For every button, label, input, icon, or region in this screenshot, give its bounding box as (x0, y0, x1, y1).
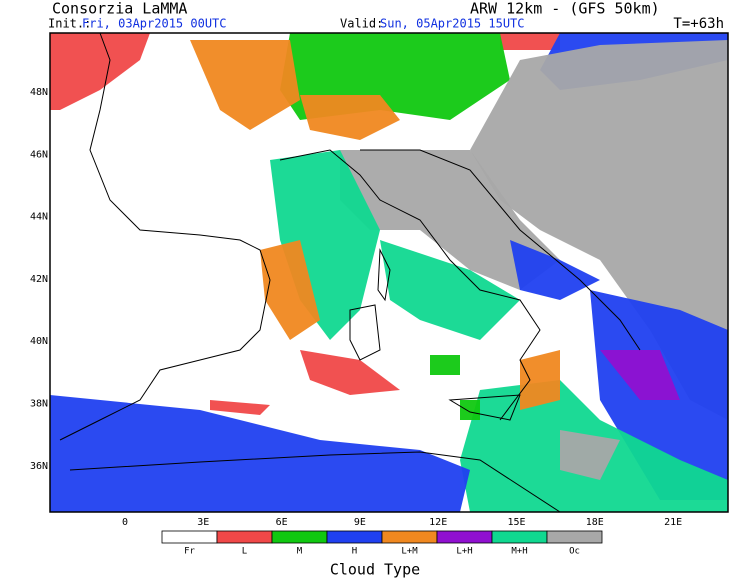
lat-label: 46N (30, 149, 48, 160)
legend-label: L (242, 547, 247, 557)
lat-label: 42N (30, 274, 48, 285)
lon-label: 18E (586, 517, 604, 528)
valid-time: Sun, 05Apr2015 15UTC (380, 17, 525, 31)
cloud-area (300, 95, 400, 140)
coastline (360, 149, 641, 351)
legend-label: M (297, 547, 303, 557)
cloud-area (430, 355, 460, 375)
model: ARW 12km - (GFS 50km) (470, 0, 660, 18)
cloud-area (210, 400, 270, 415)
cloud-area (560, 430, 620, 480)
cloud-area (600, 350, 680, 400)
cloud-area (260, 240, 320, 340)
title: Consorzia LaMMA (52, 0, 187, 18)
legend-swatch (271, 530, 328, 544)
coastline (349, 304, 381, 361)
legend-swatch (381, 530, 438, 544)
legend-label: M+H (511, 547, 527, 557)
cloud-area (190, 40, 300, 130)
cloud-area (500, 33, 560, 50)
coastline (448, 394, 521, 421)
legend-swatch (491, 530, 548, 544)
map-frame (49, 32, 729, 513)
lat-label: 44N (30, 212, 48, 223)
cloud-area (520, 350, 560, 410)
cloud-area (50, 33, 150, 110)
valid-label: Valid: (340, 17, 383, 31)
legend-swatch (216, 530, 273, 544)
legend-title: Cloud Type (330, 561, 420, 579)
legend-label: Oc (569, 547, 580, 557)
lon-label: 15E (507, 517, 525, 528)
legend-label: Fr (184, 547, 195, 557)
lat-label: 36N (30, 461, 48, 472)
lat-label: 40N (30, 336, 48, 347)
map (50, 32, 728, 513)
init-time: Fri, 03Apr2015 00UTC (82, 17, 227, 31)
legend-label: L+H (456, 547, 472, 557)
lon-label: 0 (122, 517, 128, 528)
lead-time: T=+63h (673, 16, 724, 32)
cloud-area (510, 240, 600, 300)
lon-label: 21E (664, 517, 682, 528)
cloud-area (380, 240, 520, 340)
coastline (59, 32, 271, 441)
init-label: Init.: (48, 17, 91, 31)
legend: Fr L M H L+M L+H M+H Oc (161, 530, 603, 557)
coastline (279, 149, 541, 421)
cloud-area (300, 350, 400, 395)
cloud-area (340, 150, 560, 290)
lat-label: 38N (30, 399, 48, 410)
lat-label: 48N (30, 87, 48, 98)
lon-label: 6E (276, 517, 288, 528)
legend-swatch (326, 530, 383, 544)
lon-label: 12E (429, 517, 447, 528)
lon-label: 3E (197, 517, 209, 528)
legend-swatch (161, 530, 218, 544)
cloud-area (50, 395, 470, 512)
cloud-area (460, 400, 480, 420)
legend-swatch (546, 530, 603, 544)
lon-label: 9E (354, 517, 366, 528)
legend-swatch (436, 530, 493, 544)
coastline (69, 451, 561, 513)
legend-label: L+M (401, 547, 418, 557)
coastline (377, 248, 391, 302)
legend-label: H (352, 547, 357, 557)
